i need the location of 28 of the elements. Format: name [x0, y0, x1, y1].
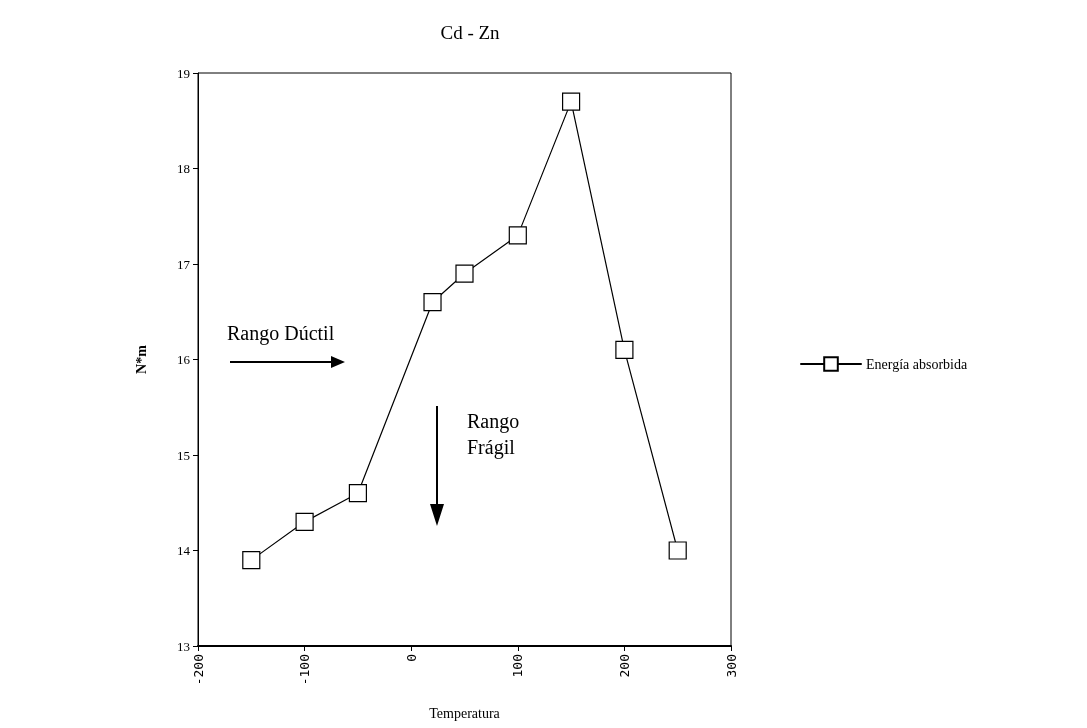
y-tick-label: 14	[177, 543, 191, 558]
point	[242, 550, 261, 570]
point	[668, 541, 687, 560]
x-tick-label: 100	[510, 654, 526, 678]
legend-label: Energía absorbida	[866, 356, 968, 372]
point	[455, 264, 474, 283]
x-tick-label: -100	[297, 654, 313, 686]
point	[615, 340, 634, 360]
y-tick-label: 13	[177, 638, 190, 654]
y-tick-label: 15	[177, 447, 190, 463]
point	[562, 92, 581, 111]
y-axis-title: N*m	[133, 344, 149, 374]
x-tick-label: 0	[403, 654, 419, 662]
y-tick-label: 19	[177, 65, 190, 81]
point	[295, 512, 314, 531]
annotation: Rango Dúctil	[227, 322, 335, 345]
point	[423, 293, 442, 312]
x-tick-label: 300	[723, 654, 739, 678]
chart-title: Cd - Zn	[440, 22, 501, 43]
y-tick-label: 18	[177, 161, 190, 176]
point	[348, 484, 367, 503]
y-tick-label: 16	[177, 352, 191, 367]
x-tick-label: 200	[616, 654, 632, 678]
x-axis-title: Temperatura	[429, 705, 501, 721]
annotation: Rango Frágil	[467, 410, 520, 459]
point	[508, 226, 527, 245]
x-tick-label: -200	[190, 654, 206, 686]
y-tick-label: 17	[177, 256, 191, 272]
